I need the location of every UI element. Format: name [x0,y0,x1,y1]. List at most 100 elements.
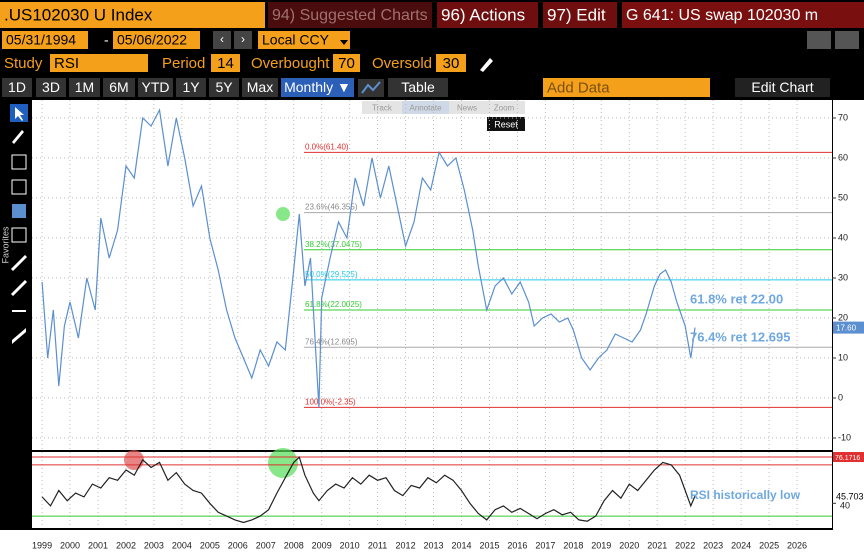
sidebar [0,100,30,350]
start-date-box[interactable] [2,31,88,49]
range-button[interactable]: 1M [75,79,94,95]
suggested-charts[interactable]: 94) Suggested Charts [272,7,428,24]
range-button[interactable]: 6M [109,79,128,95]
rsi-max-box [833,452,864,463]
edit-chart-box[interactable] [735,78,830,97]
x-tick-label: 2024 [731,540,751,550]
range-button[interactable]: 1Y [182,79,200,95]
chart-tool[interactable]: Track [372,104,393,113]
frequency-box[interactable] [281,78,354,97]
rsi-annotation: RSI historically low [690,488,801,502]
window-title-box [622,2,864,28]
tool-pen[interactable] [12,328,26,344]
tool-text[interactable] [11,227,27,243]
x-tick-label: 2010 [340,540,360,550]
x-tick-label: 2003 [144,540,164,550]
range-button-box[interactable] [69,78,100,97]
range-button-box[interactable] [138,78,173,97]
highlight-rsi-high [124,450,144,470]
tool-fib2[interactable] [11,179,27,195]
undo-button[interactable] [807,31,831,49]
x-tick-label: 2016 [507,540,527,550]
redo-button[interactable] [835,31,859,49]
chart-tool[interactable]: Zoom [494,104,515,113]
period-box[interactable] [211,54,240,72]
end-date[interactable]: 05/06/2022 [117,32,187,48]
start-date[interactable]: 05/31/1994 [6,32,76,48]
currency-box[interactable] [258,31,350,49]
end-date-box[interactable] [113,31,200,49]
range-button-box[interactable] [242,78,278,97]
range-button-box[interactable] [176,78,206,97]
range-button-box[interactable] [209,78,239,97]
x-tick-label: 2014 [451,540,471,550]
y-tick-label: 10 [838,352,848,362]
pointer-icon [15,107,24,121]
prev-button[interactable] [213,31,231,49]
oversold[interactable]: 30 [443,55,460,72]
range-button[interactable]: YTD [142,79,170,95]
price-line [41,108,696,408]
chart-tool[interactable]: Annotate [409,104,442,113]
x-tick-label: 2025 [759,540,779,550]
tool-line[interactable] [12,130,24,144]
y-tick-label: 60 [838,152,848,162]
annotation: 61.8% ret 22.00 [690,291,783,306]
x-tick-label: 2018 [563,540,583,550]
x-tick-label: 2020 [619,540,639,550]
reset-button[interactable]: Reset [494,119,518,129]
pencil-icon[interactable] [480,58,493,72]
x-tick-label: 2005 [200,540,220,550]
sidebar-icons [10,104,28,344]
reset-button-box[interactable] [487,117,525,131]
rsi-max-label: 76.1716 [835,455,860,462]
edit-chart[interactable]: Edit Chart [751,79,813,95]
period[interactable]: 14 [217,55,234,72]
tool-hline[interactable] [12,310,26,312]
ticker: .US102030 U Index [4,5,153,24]
range-button[interactable]: 3D [42,79,60,95]
x-tick-label: 2015 [479,540,499,550]
favorites-label[interactable]: Favorites [0,226,10,264]
y-tick-label: 50 [838,192,848,202]
currency[interactable]: Local CCY [262,32,330,48]
rsi-last-label: 45.703 [836,491,864,501]
oversold-box[interactable] [436,54,466,72]
highlight-rsi-high-2 [268,448,298,478]
range-button-box[interactable] [36,78,66,97]
chart-tool-box[interactable] [402,101,449,114]
frequency[interactable]: Monthly ▼ [284,79,351,95]
tool-channel[interactable] [12,204,26,218]
edit[interactable]: 97) Edit [547,5,606,24]
prev-arrow: ‹ [220,32,224,46]
range-button[interactable]: Max [247,79,273,95]
range-button[interactable]: 5Y [215,79,233,95]
study-name[interactable]: RSI [54,55,79,72]
window-title: G 641: US swap 102030 m [626,7,818,24]
overbought-box[interactable] [333,54,360,72]
range-button-box[interactable] [103,78,135,97]
chart-tool[interactable]: News [457,104,477,113]
range-button[interactable]: 1D [8,79,26,95]
fib-label: 61.8%(22.0025) [305,300,362,309]
study-name-box[interactable] [50,54,148,72]
x-axis [0,530,864,557]
tool-ray[interactable] [10,279,28,297]
add-data[interactable]: Add Data [547,79,610,96]
range-button-box[interactable] [2,78,32,97]
x-tick-label: 2000 [60,540,80,550]
table-button-box[interactable] [388,78,448,97]
suggested-charts-box[interactable] [268,2,432,28]
actions-box[interactable] [437,2,538,28]
add-data-box[interactable] [543,78,710,97]
actions[interactable]: 96) Actions [441,5,525,24]
next-button[interactable] [234,31,252,49]
edit-box[interactable] [543,2,617,28]
oversold-label: Oversold [372,55,432,72]
y-tick-label: 40 [838,232,848,242]
tool-trend[interactable] [10,254,28,272]
table-button[interactable]: Table [401,79,435,95]
highlight-peak [276,207,290,221]
tool-fib[interactable] [11,154,27,170]
overbought[interactable]: 70 [338,55,355,72]
